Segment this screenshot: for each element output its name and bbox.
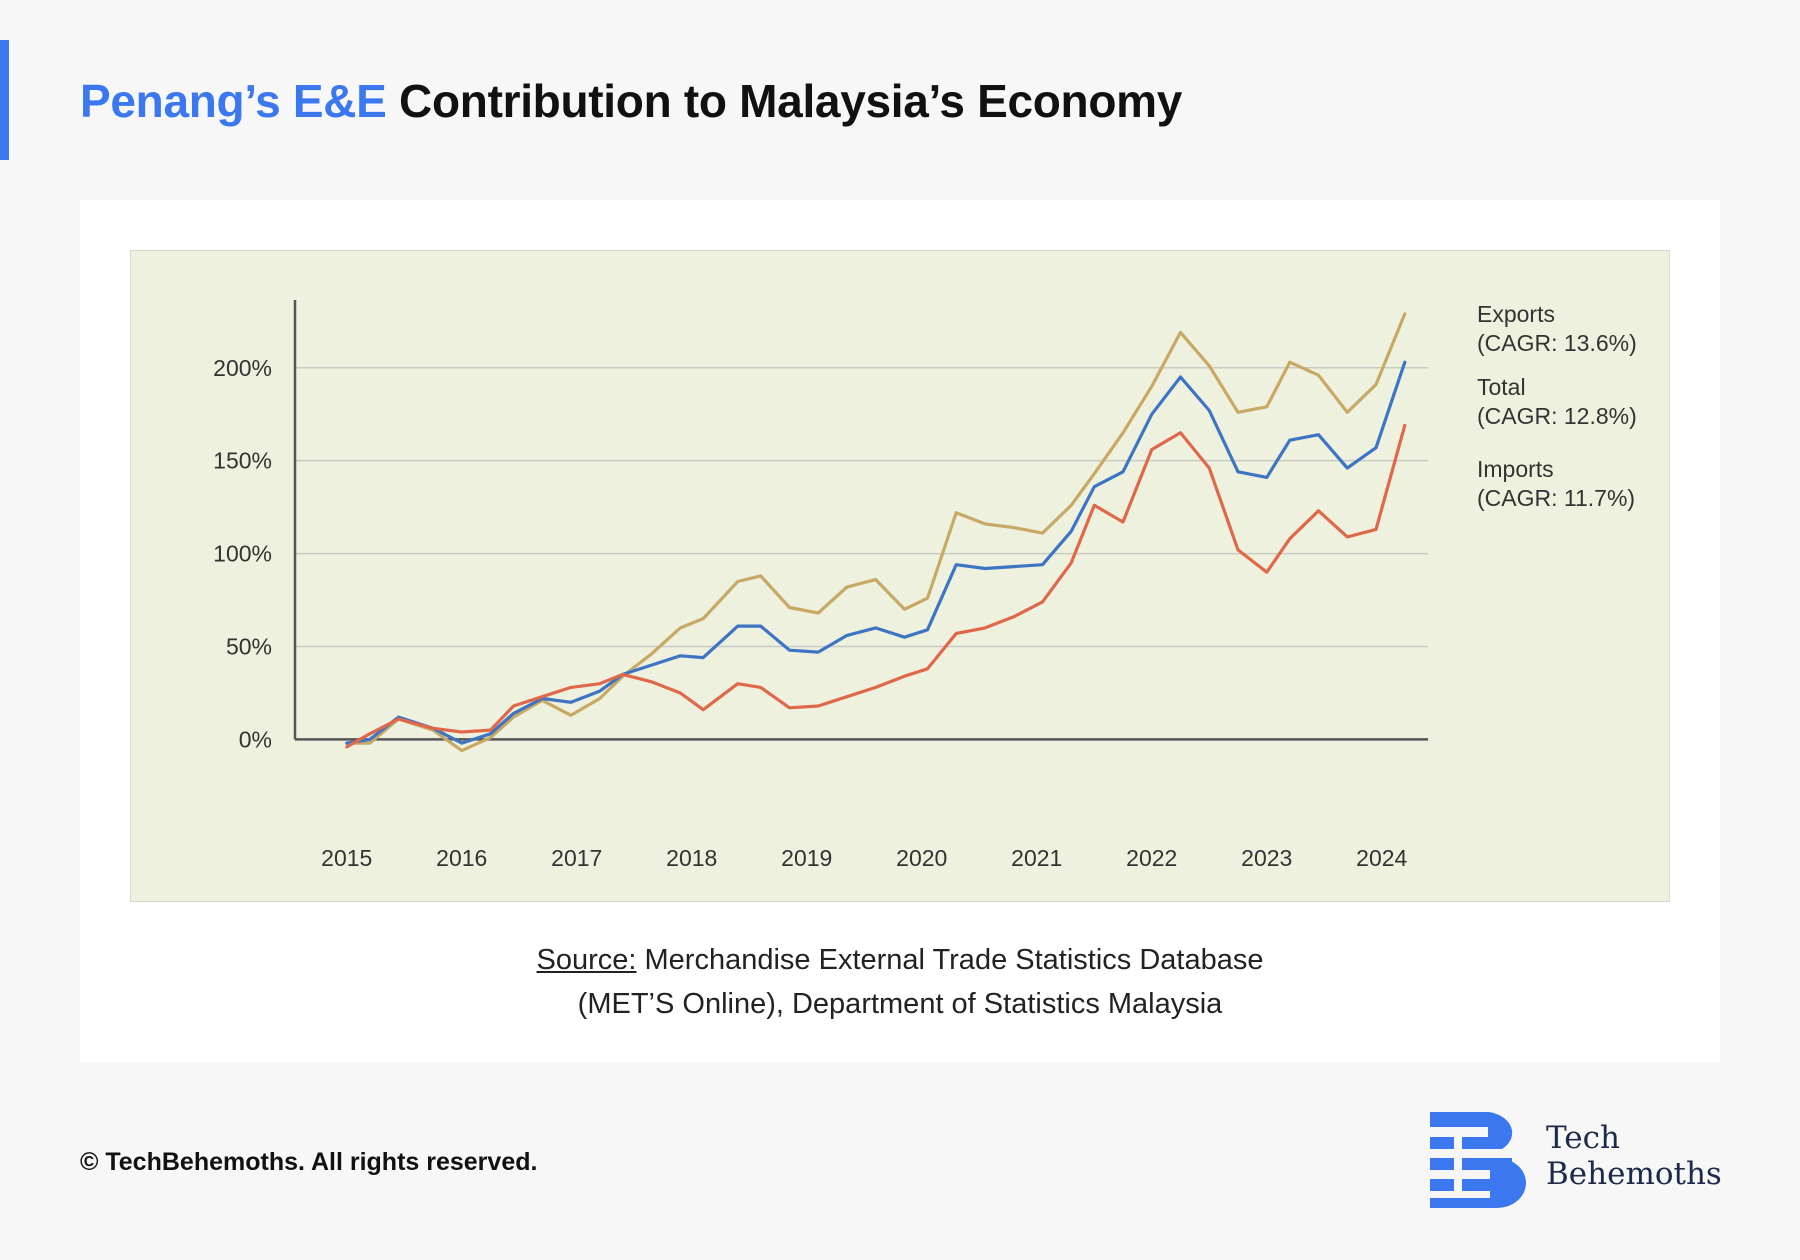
legend-cagr-exports: (CAGR: 13.6%) xyxy=(1477,330,1637,356)
label-layer: 0% 50% 100% 150% 200% 2015 2016 2017 2018 2019 202… xyxy=(213,301,1637,871)
x-tick-label: 2022 xyxy=(1126,845,1177,871)
x-tick-label: 2017 xyxy=(551,845,602,871)
legend-cagr-imports: (CAGR: 11.7%) xyxy=(1477,485,1635,511)
series-layer xyxy=(345,312,1407,753)
legend-entry-imports: Imports xyxy=(1477,456,1554,482)
x-tick-label: 2018 xyxy=(666,845,717,871)
series-line-exports xyxy=(345,312,1407,753)
series-line-total xyxy=(345,360,1407,745)
y-tick-label: 150% xyxy=(213,448,272,474)
accent-bar xyxy=(0,40,9,160)
logo-line-2: Behemoths xyxy=(1546,1156,1722,1192)
source-text-1: Merchandise External Trade Statistics Da… xyxy=(636,944,1264,976)
x-tick-label: 2016 xyxy=(436,845,487,871)
x-tick-label: 2021 xyxy=(1011,845,1062,871)
y-tick-label: 200% xyxy=(213,355,272,381)
x-tick-label: 2024 xyxy=(1356,845,1407,871)
series-line-imports xyxy=(345,423,1407,749)
legend-entry-exports: Exports xyxy=(1477,301,1555,327)
source-label: Source: xyxy=(536,944,637,976)
line-chart: 0% 50% 100% 150% 200% 2015 2016 2017 2018 2019 202… xyxy=(130,250,1670,902)
x-tick-label: 2020 xyxy=(896,845,947,871)
grid-layer xyxy=(295,367,1428,648)
source-note: Source: Merchandise External Trade Stati… xyxy=(80,938,1720,1026)
source-line-2: (MET’S Online), Department of Statistics… xyxy=(577,988,1223,1020)
source-line-1: Source: Merchandise External Trade Stati… xyxy=(80,938,1720,982)
page-title-rest: Contribution to Malaysia’s Economy xyxy=(386,75,1183,127)
chart-card: 0% 50% 100% 150% 200% 2015 2016 2017 2018 2019 202… xyxy=(80,200,1720,1062)
page-title-highlight: Penang’s E&E xyxy=(80,75,387,127)
legend-cagr-total: (CAGR: 12.8%) xyxy=(1477,403,1637,429)
y-tick-label: 100% xyxy=(213,541,272,567)
techbehemoths-b-logo-icon xyxy=(1430,1112,1527,1209)
x-tick-label: 2019 xyxy=(781,845,832,871)
legend-entry-total: Total xyxy=(1477,374,1526,400)
techbehemoths-logo[interactable]: Tech Behemoths xyxy=(1428,1110,1728,1210)
y-tick-label: 50% xyxy=(226,634,272,660)
x-tick-label: 2015 xyxy=(321,845,372,871)
y-tick-label: 0% xyxy=(239,726,272,752)
logo-wordmark: Tech Behemoths xyxy=(1546,1120,1722,1192)
copyright-text: © TechBehemoths. All rights reserved. xyxy=(80,1148,538,1176)
plot-background xyxy=(130,250,1670,902)
x-tick-label: 2023 xyxy=(1241,845,1292,871)
page-title: Penang’s E&E Contribution to Malaysia’s … xyxy=(80,74,1182,128)
logo-line-1: Tech xyxy=(1546,1120,1620,1156)
